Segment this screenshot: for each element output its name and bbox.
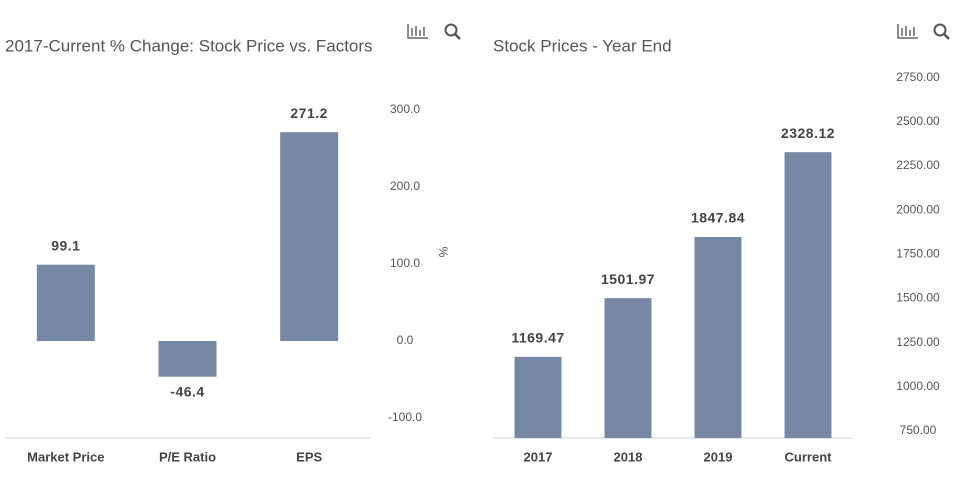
bar	[36, 264, 95, 341]
y-tick-label: 2250.00	[896, 158, 940, 172]
toolbar-right[interactable]	[897, 23, 950, 40]
bar	[784, 152, 832, 438]
y-axis-label: %	[436, 247, 450, 258]
search-icon[interactable]	[444, 23, 458, 37]
value-label: 1169.47	[511, 330, 564, 346]
chart-title: 2017-Current % Change: Stock Price vs. F…	[5, 36, 373, 55]
x-tick-label: 2018	[614, 449, 643, 464]
x-tick-label: 2017	[524, 449, 553, 464]
y-tick-label: 2500.00	[896, 114, 940, 128]
y-tick-label: 1500.00	[896, 291, 940, 305]
x-tick-label: P/E Ratio	[159, 449, 216, 464]
value-label: 1847.84	[691, 210, 745, 226]
value-label: 271.2	[290, 105, 328, 121]
y-tick-label: 1750.00	[896, 246, 940, 260]
value-label: 1501.97	[601, 271, 655, 287]
bar	[514, 356, 562, 438]
search-icon-handle	[943, 33, 950, 40]
bar	[158, 340, 217, 377]
y-tick-label: 200.0	[390, 179, 420, 193]
toolbar-left[interactable]	[406, 23, 461, 40]
y-tick-label: 750.00	[900, 423, 937, 437]
bar	[694, 237, 742, 438]
chart-icon-shape	[407, 24, 428, 39]
bar	[604, 298, 652, 438]
value-label: -46.4	[170, 383, 204, 399]
chart-icon-shape[interactable]	[897, 24, 918, 39]
x-tick-label: Market Price	[27, 449, 104, 464]
y-tick-label: 100.0	[390, 256, 420, 270]
x-tick-label: EPS	[296, 449, 322, 464]
value-label: 99.1	[51, 237, 80, 253]
y-tick-label: -100.0	[388, 410, 422, 424]
chart-title: Stock Prices - Year End	[493, 36, 672, 55]
value-label: 2328.12	[781, 125, 835, 141]
bar	[280, 132, 339, 341]
x-tick-label: 2019	[704, 449, 733, 464]
y-tick-label: 2750.00	[896, 70, 940, 84]
y-tick-label: 1250.00	[896, 335, 940, 349]
y-tick-label: 0.0	[397, 333, 414, 347]
search-icon-handle	[454, 33, 461, 40]
y-tick-label: 300.0	[390, 102, 420, 116]
y-tick-label: 2000.00	[896, 202, 940, 216]
x-tick-label: Current	[785, 449, 833, 464]
search-icon[interactable]	[933, 23, 947, 37]
y-tick-label: 1000.00	[896, 379, 940, 393]
